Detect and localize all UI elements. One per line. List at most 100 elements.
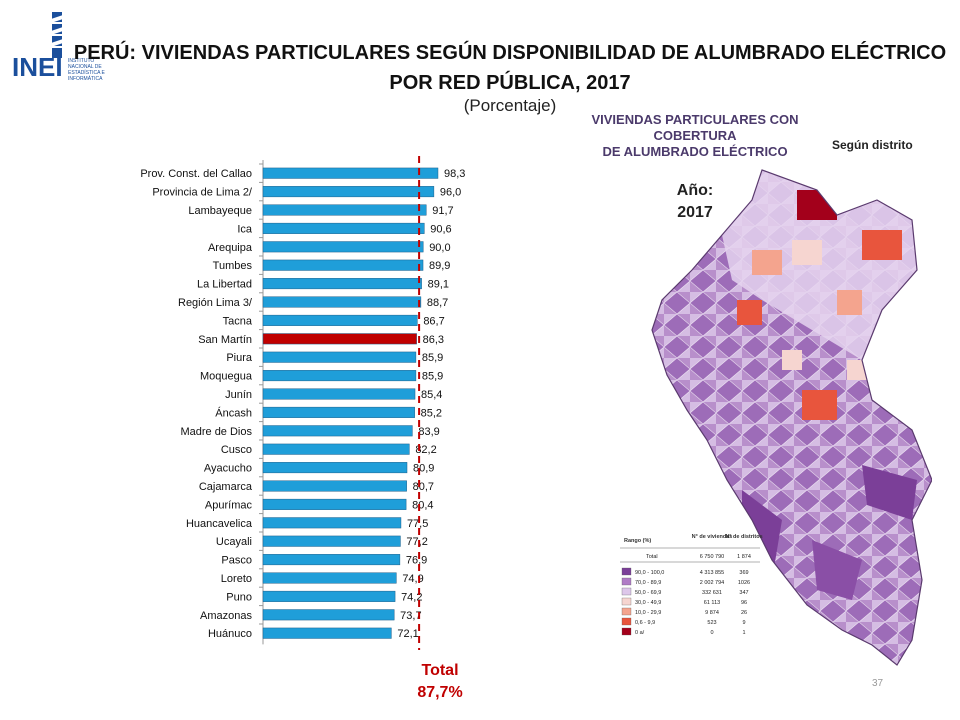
category-label: Moquegua xyxy=(200,371,253,383)
value-label: 86,7 xyxy=(423,315,444,327)
inei-logo-line-1: INSTITUTO xyxy=(68,58,94,64)
inei-logo-mark xyxy=(48,12,66,58)
value-label: 96,0 xyxy=(440,187,461,199)
category-label: Provincia de Lima 2/ xyxy=(152,187,253,199)
value-label: 90,6 xyxy=(430,223,451,235)
legend-range: 0 a/ xyxy=(635,630,645,636)
value-label: 85,4 xyxy=(421,389,442,401)
legend-swatch xyxy=(621,567,632,576)
category-label: Piura xyxy=(226,352,253,364)
legend-range: 90,0 - 100,0 xyxy=(635,570,664,576)
category-label: Prov. Const. del Callao xyxy=(140,168,252,180)
legend-total-viviendas: 6 750 790 xyxy=(700,554,724,560)
legend-viviendas: 332 631 xyxy=(702,590,722,596)
legend-distritos: 96 xyxy=(741,600,747,606)
legend-total-label: Total xyxy=(646,554,658,560)
page-title-line-1: PERÚ: VIVIENDAS PARTICULARES SEGÚN DISPO… xyxy=(73,42,947,64)
legend-swatch xyxy=(621,607,632,616)
legend-header-viviendas: N° de viviendas xyxy=(692,534,733,540)
bar-chart: Prov. Const. del Callao 98,3 Provincia de … xyxy=(140,156,465,650)
value-label: 90,0 xyxy=(429,242,450,254)
value-label: 88,7 xyxy=(427,297,448,309)
map-title-line-3: DE ALUMBRADO ELÉCTRICO xyxy=(602,144,788,159)
value-label: 80,4 xyxy=(412,499,433,511)
map-title-line-2: COBERTURA xyxy=(653,128,737,143)
legend-viviendas: 61 113 xyxy=(704,600,720,606)
bar xyxy=(262,554,401,566)
bar xyxy=(262,406,415,418)
legend-distritos: 1026 xyxy=(738,580,750,586)
bar xyxy=(262,278,422,290)
bar xyxy=(262,259,424,271)
map-subtitle: Según distrito xyxy=(832,138,913,152)
value-label: 82,2 xyxy=(415,444,436,456)
bar xyxy=(262,333,417,345)
legend-viviendas: 2 002 794 xyxy=(700,580,724,586)
legend-distritos: 1 xyxy=(742,630,745,636)
total-value: 87,7% xyxy=(417,684,463,701)
value-label: 73,7 xyxy=(400,610,421,622)
category-label: Cajamarca xyxy=(199,481,253,493)
bar xyxy=(262,425,413,437)
value-label: 76,9 xyxy=(406,555,427,567)
category-label: Lambayeque xyxy=(188,205,252,217)
bar xyxy=(262,517,402,529)
legend-distritos: 9 xyxy=(742,620,745,626)
page-subtitle: (Porcentaje) xyxy=(463,96,557,115)
map-year: Año: 2017 xyxy=(660,180,730,224)
map-title-line-1: VIVIENDAS PARTICULARES CON xyxy=(591,112,799,127)
map-title: VIVIENDAS PARTICULARES CON COBERTURA DE … xyxy=(560,112,830,160)
total-label: Total xyxy=(421,662,459,679)
bar xyxy=(262,204,427,216)
legend-swatch xyxy=(621,617,632,626)
category-label: Ayacucho xyxy=(204,463,252,475)
category-label: Ica xyxy=(237,223,253,235)
inei-logo: INEI INSTITUTO NACIONAL DE ESTADÍSTICA E… xyxy=(12,12,106,82)
bar xyxy=(262,388,416,400)
bar xyxy=(262,609,395,621)
bar xyxy=(262,314,418,326)
legend-header-distritos: N° de distritos xyxy=(725,534,762,540)
category-label: Cusco xyxy=(221,444,252,456)
value-label: 98,3 xyxy=(444,168,465,180)
category-label: Huancavelica xyxy=(186,518,253,530)
legend-viviendas: 0 xyxy=(710,630,713,636)
legend-range: 50,0 - 69,9 xyxy=(635,590,661,596)
legend-viviendas: 523 xyxy=(707,620,716,626)
legend-viviendas: 9 874 xyxy=(705,610,719,616)
map-year-value: 2017 xyxy=(677,204,713,221)
category-label: Amazonas xyxy=(200,610,252,622)
category-label: Loreto xyxy=(221,573,252,585)
category-label: Junín xyxy=(225,389,252,401)
bar xyxy=(262,535,401,547)
category-label: Huánuco xyxy=(208,628,252,640)
legend-swatch xyxy=(621,627,632,636)
bar xyxy=(262,498,407,510)
category-label: Región Lima 3/ xyxy=(178,297,253,309)
legend-distritos: 369 xyxy=(739,570,748,576)
value-label: 77,5 xyxy=(407,518,428,530)
inei-logo-line-2: NACIONAL DE xyxy=(68,64,102,70)
legend-distritos: 26 xyxy=(741,610,747,616)
legend-header-range: Rango (%) xyxy=(624,538,651,544)
value-label: 85,9 xyxy=(422,371,443,383)
legend-range: 70,0 - 89,9 xyxy=(635,580,661,586)
inei-logo-text: INEI xyxy=(12,52,63,82)
category-label: Madre de Dios xyxy=(180,426,252,438)
page-title-line-2: POR RED PÚBLICA, 2017 xyxy=(389,72,631,94)
category-label: Arequipa xyxy=(208,242,253,254)
legend-swatch xyxy=(621,587,632,596)
page-number: 37 xyxy=(872,678,884,689)
total-annotation: Total 87,7% xyxy=(380,660,500,704)
legend-swatch xyxy=(621,597,632,606)
bar xyxy=(262,351,417,363)
bar xyxy=(262,480,407,492)
category-label: Áncash xyxy=(215,406,252,419)
inei-logo-line-4: INFORMÁTICA xyxy=(68,75,103,82)
bar xyxy=(262,222,425,234)
category-label: Apurímac xyxy=(205,499,253,511)
category-label: San Martín xyxy=(198,334,252,346)
bar xyxy=(262,590,396,602)
value-label: 80,7 xyxy=(413,481,434,493)
